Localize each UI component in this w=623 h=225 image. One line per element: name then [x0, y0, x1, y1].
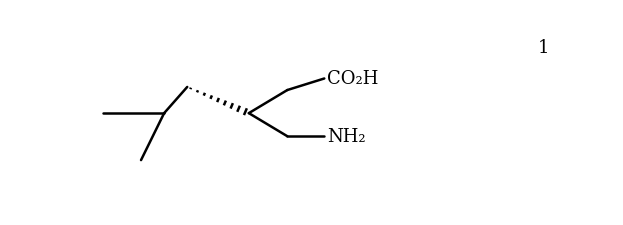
Text: 1: 1 [538, 39, 549, 57]
Text: CO₂H: CO₂H [327, 70, 379, 88]
Text: NH₂: NH₂ [327, 128, 366, 146]
